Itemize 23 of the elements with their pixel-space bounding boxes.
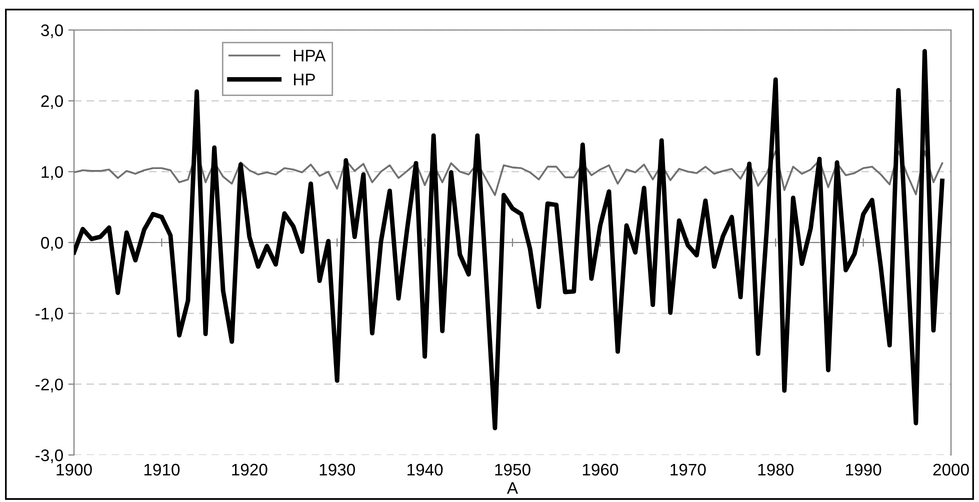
legend-label: HP <box>294 74 315 86</box>
line-series <box>74 150 944 196</box>
legend-label: HPA <box>294 50 326 62</box>
x-tick-label: 1940 <box>408 464 443 476</box>
x-tick-label: 1980 <box>758 464 794 476</box>
y-tick-label: -3,0 <box>36 449 63 464</box>
line-series <box>74 49 944 430</box>
x-tick-label: 1950 <box>495 464 530 476</box>
x-tick-label: 1970 <box>670 464 706 476</box>
y-tick-label: 0,0 <box>41 236 63 251</box>
x-tick-label: 1920 <box>232 464 268 476</box>
x-tick-label: 1910 <box>144 464 180 476</box>
x-tick-label: 1900 <box>56 464 92 476</box>
y-tick-label: 3,0 <box>41 24 63 38</box>
x-tick-label: 1930 <box>320 464 355 476</box>
x-tick-label: 1990 <box>846 464 882 476</box>
x-axis-title: A <box>506 482 518 494</box>
y-tick-label: -1,0 <box>36 308 63 322</box>
x-tick-label: 2000 <box>933 464 969 476</box>
y-tick-label: 1,0 <box>42 166 63 180</box>
x-tick-label: 1960 <box>582 464 618 476</box>
y-tick-label: -2,0 <box>36 378 63 392</box>
y-tick-label: 2,0 <box>41 95 63 110</box>
